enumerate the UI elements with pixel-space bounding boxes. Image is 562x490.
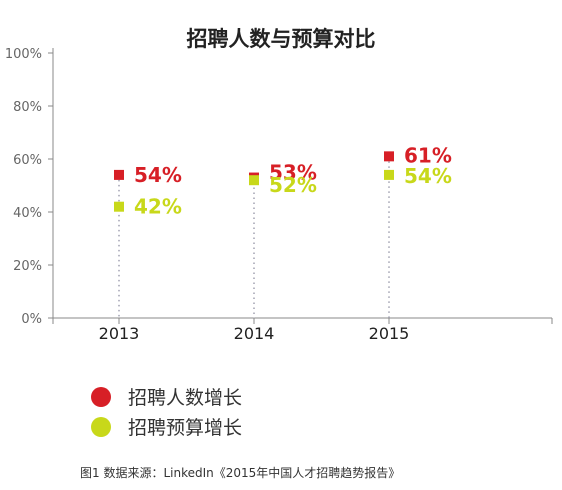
legend-marker-budget [91, 417, 111, 437]
legend: 招聘人数增长 招聘预算增长 [91, 387, 242, 439]
data-label-hiring: 54% [134, 163, 182, 187]
data-label-hiring: 53% [269, 161, 317, 185]
y-tick-label: 0% [21, 312, 42, 327]
y-tick-label: 60% [13, 153, 42, 168]
data-point-hiring [384, 151, 394, 162]
y-tick-label: 80% [13, 100, 42, 115]
x-tick-label: 2013 [99, 324, 140, 343]
data-point-budget [114, 201, 124, 212]
data-label-budget: 52% [269, 173, 317, 197]
data-point-budget [249, 175, 259, 186]
data-labels: 54% 53% 61% 42% 52% 54% [134, 143, 452, 218]
drop-lines [118, 156, 390, 318]
figure-caption: 图1 数据来源：LinkedIn《2015年中国人才招聘趋势报告》 [80, 465, 400, 480]
y-axis-ticks: 0% 20% 40% 60% 80% 100% [5, 47, 53, 327]
data-point-hiring [114, 169, 124, 180]
legend-label-hiring: 招聘人数增长 [128, 387, 242, 409]
y-tick-label: 40% [13, 206, 42, 221]
y-tick-label: 100% [5, 47, 42, 62]
legend-label-budget: 招聘预算增长 [128, 417, 242, 439]
data-points [114, 151, 394, 212]
x-tick-label: 2014 [234, 324, 275, 343]
chart-title: 招聘人数与预算对比 [187, 27, 376, 51]
x-tick-label: 2015 [369, 324, 410, 343]
legend-marker-hiring [91, 387, 111, 407]
data-label-hiring: 61% [404, 143, 452, 167]
y-tick-label: 20% [13, 259, 42, 274]
data-label-budget: 54% [404, 164, 452, 188]
data-label-budget: 42% [134, 195, 182, 219]
x-axis-ticks: 2013 2014 2015 [52, 318, 553, 343]
data-point-budget [384, 169, 394, 180]
